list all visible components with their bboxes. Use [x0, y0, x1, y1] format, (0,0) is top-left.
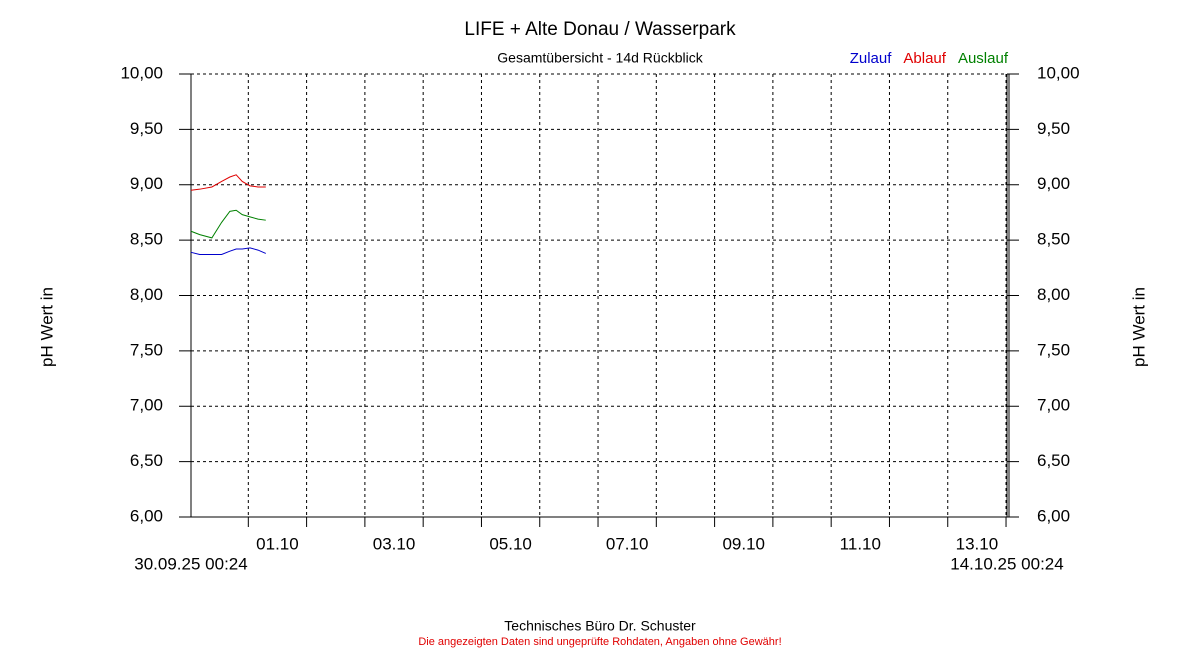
y2-tick-label: 8,00: [1037, 285, 1070, 304]
y-tick-label: 9,00: [130, 174, 163, 193]
legend-label: Zulauf: [850, 50, 893, 67]
y-tick-label: 7,00: [130, 396, 163, 415]
data-line: [190, 174, 266, 191]
data-line: [190, 247, 266, 256]
y2-tick-label: 9,50: [1037, 119, 1070, 138]
disclaimer: Die angezeigten Daten sind ungeprüfte Ro…: [418, 636, 781, 648]
y2-tick-label: 7,50: [1037, 340, 1070, 359]
y-tick-label: 9,50: [130, 119, 163, 138]
legend-label: Auslauf: [958, 50, 1009, 67]
x-tick-label: 09.10: [722, 534, 765, 553]
legend-label: Ablauf: [903, 50, 946, 67]
x-tick-label: 13.10: [956, 534, 999, 553]
y2-tick-label: 6,00: [1037, 506, 1070, 525]
x-end-label: 14.10.25 00:24: [950, 554, 1063, 573]
y-tick-label: 6,00: [130, 506, 163, 525]
x-tick-label: 05.10: [489, 534, 532, 553]
y2-tick-label: 10,00: [1037, 63, 1080, 82]
y-tick-label: 7,50: [130, 340, 163, 359]
y-tick-label: 8,00: [130, 285, 163, 304]
x-tick-label: 03.10: [373, 534, 416, 553]
y2-tick-label: 8,50: [1037, 230, 1070, 249]
y-tick-label: 6,50: [130, 451, 163, 470]
y-tick-label: 10,00: [120, 63, 163, 82]
y2-tick-label: 7,00: [1037, 396, 1070, 415]
y-axis-title: pH Wert in: [37, 287, 56, 367]
y-tick-label: 8,50: [130, 230, 163, 249]
footer: Technisches Büro Dr. Schuster: [504, 618, 696, 634]
y2-tick-label: 9,00: [1037, 174, 1070, 193]
x-tick-label: 07.10: [606, 534, 649, 553]
y2-tick-label: 6,50: [1037, 451, 1070, 470]
data-line: [190, 209, 266, 239]
x-tick-label: 11.10: [840, 534, 881, 553]
chart-subtitle: Gesamtübersicht - 14d Rückblick: [497, 50, 703, 66]
x-start-label: 30.09.25 00:24: [134, 554, 247, 573]
chart-title: LIFE + Alte Donau / Wasserpark: [464, 19, 736, 40]
x-tick-label: 01.10: [256, 534, 299, 553]
y2-axis-title: pH Wert in: [1129, 287, 1148, 367]
